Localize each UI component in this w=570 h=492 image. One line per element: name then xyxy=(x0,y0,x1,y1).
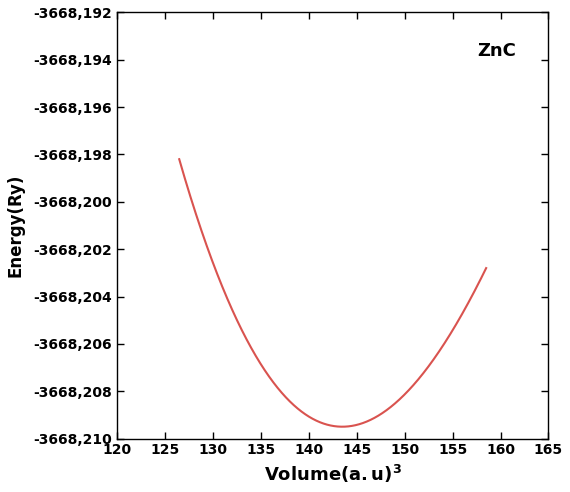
X-axis label: $\mathbf{Volume(a.u)^3}$: $\mathbf{Volume(a.u)^3}$ xyxy=(264,463,402,485)
Text: ZnC: ZnC xyxy=(477,42,516,61)
Y-axis label: Energy(Ry): Energy(Ry) xyxy=(7,174,25,277)
